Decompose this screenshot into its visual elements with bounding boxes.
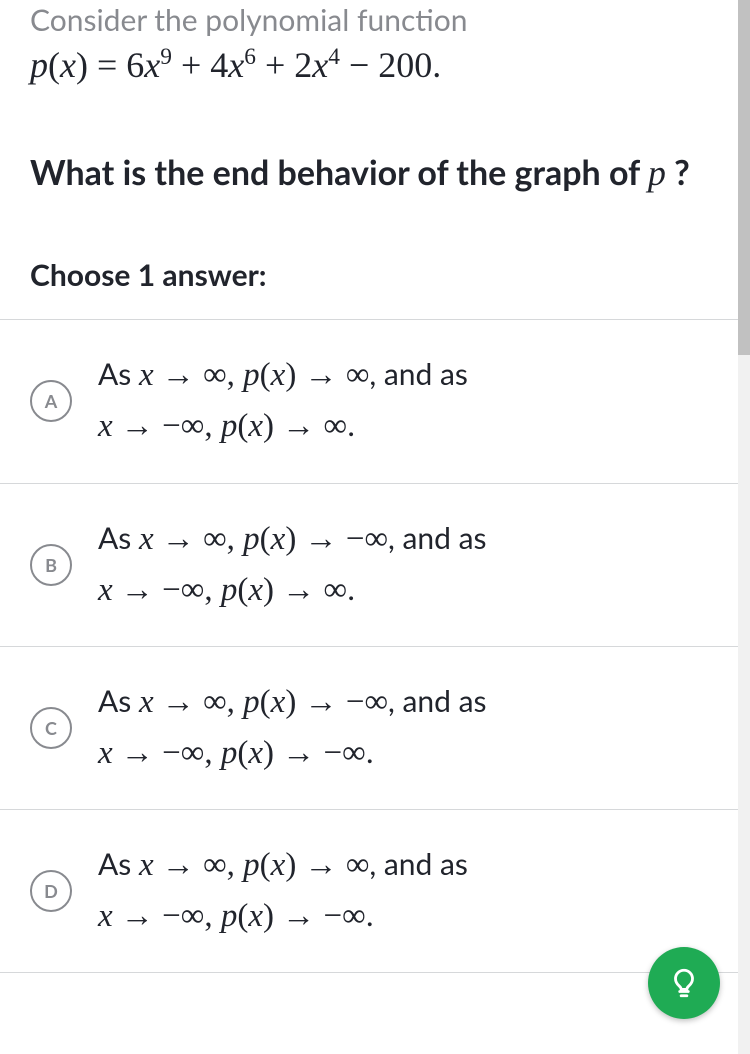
hint-button[interactable] <box>648 947 720 1019</box>
term-1: 6x9 <box>126 45 172 85</box>
choice-a-text: As x → ∞, p(x) → ∞, and as x → −∞, p(x) … <box>98 350 468 452</box>
choice-c[interactable]: C As x → ∞, p(x) → −∞, and as x → −∞, p(… <box>0 646 750 809</box>
choice-b-radio[interactable]: B <box>30 544 72 586</box>
intro-text: Consider the polynomial function p(x) = … <box>30 0 720 89</box>
polynomial-expression: p(x) = 6x9 + 4x6 + 2x4 − 200. <box>30 45 441 85</box>
choice-d-text: As x → ∞, p(x) → ∞, and as x → −∞, p(x) … <box>98 840 468 942</box>
choice-b-text: As x → ∞, p(x) → −∞, and as x → −∞, p(x)… <box>98 514 487 616</box>
scrollbar-thumb[interactable] <box>738 0 750 355</box>
choice-c-text: As x → ∞, p(x) → −∞, and as x → −∞, p(x)… <box>98 677 487 779</box>
intro-lead: Consider the polynomial function <box>30 2 468 38</box>
term-3: 2x4 <box>294 45 340 85</box>
choice-a[interactable]: A As x → ∞, p(x) → ∞, and as x → −∞, p(x… <box>0 319 750 482</box>
scrollbar-track[interactable] <box>738 0 750 1054</box>
choice-d-radio[interactable]: D <box>30 870 72 912</box>
choice-c-radio[interactable]: C <box>30 707 72 749</box>
term-2: 4x6 <box>210 45 256 85</box>
answer-choices: A As x → ∞, p(x) → ∞, and as x → −∞, p(x… <box>30 319 720 973</box>
question-prompt: What is the end behavior of the graph of… <box>30 147 720 199</box>
choice-b[interactable]: B As x → ∞, p(x) → −∞, and as x → −∞, p(… <box>0 483 750 646</box>
question-body: Consider the polynomial function p(x) = … <box>0 0 750 973</box>
hint-lightbulb-icon <box>667 966 701 1000</box>
choice-a-radio[interactable]: A <box>30 380 72 422</box>
term-4: 200 <box>378 45 432 85</box>
choose-label: Choose 1 answer: <box>30 257 720 293</box>
choice-d[interactable]: D As x → ∞, p(x) → ∞, and as x → −∞, p(x… <box>0 809 750 973</box>
